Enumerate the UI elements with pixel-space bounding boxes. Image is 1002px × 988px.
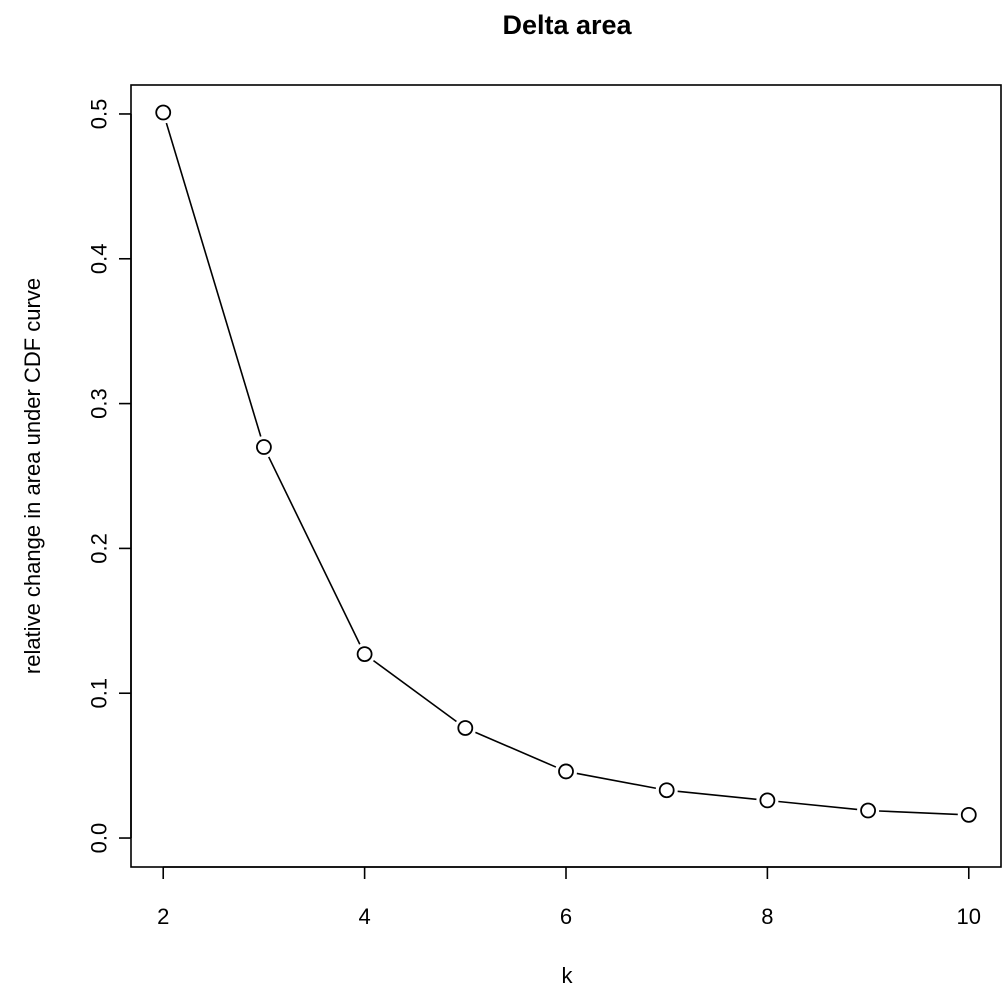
y-tick-label: 0.4 bbox=[87, 243, 112, 274]
y-tick-label: 0.5 bbox=[87, 99, 112, 130]
data-point bbox=[356, 646, 373, 663]
y-tick-label: 0.1 bbox=[87, 678, 112, 709]
data-point bbox=[759, 792, 776, 809]
x-tick-label: 2 bbox=[157, 904, 169, 929]
series-line-segment bbox=[165, 122, 262, 437]
x-tick-label: 4 bbox=[358, 904, 370, 929]
y-axis: 0.0 0.1 0.2 0.3 0.4 0.5 bbox=[87, 99, 132, 854]
x-tick-label: 8 bbox=[761, 904, 773, 929]
y-tick-label: 0.0 bbox=[87, 823, 112, 854]
data-series bbox=[165, 122, 958, 816]
data-point bbox=[558, 763, 574, 780]
data-point bbox=[155, 104, 172, 121]
data-point bbox=[860, 802, 876, 819]
series-line-segment bbox=[373, 659, 457, 723]
x-tick-label: 10 bbox=[957, 904, 981, 929]
plot-frame bbox=[130, 84, 1002, 868]
x-tick-label: 6 bbox=[560, 904, 572, 929]
data-point bbox=[658, 782, 675, 799]
series-line-segment bbox=[677, 790, 757, 801]
x-axis-title: k bbox=[562, 963, 574, 988]
chart-title: Delta area bbox=[502, 10, 632, 40]
series-line-segment bbox=[475, 731, 557, 768]
series-line-segment bbox=[268, 456, 361, 645]
data-points bbox=[155, 104, 977, 823]
y-axis-title: relative change in area under CDF curve bbox=[20, 278, 45, 674]
y-tick-label: 0.3 bbox=[87, 388, 112, 419]
data-point bbox=[256, 439, 272, 455]
data-point bbox=[960, 806, 977, 823]
series-line-segment bbox=[576, 772, 657, 790]
data-point bbox=[457, 720, 474, 736]
series-line-segment bbox=[879, 810, 958, 816]
x-axis: 2 4 6 8 10 bbox=[157, 866, 981, 929]
series-line-segment bbox=[778, 800, 858, 811]
y-tick-label: 0.2 bbox=[87, 533, 112, 564]
